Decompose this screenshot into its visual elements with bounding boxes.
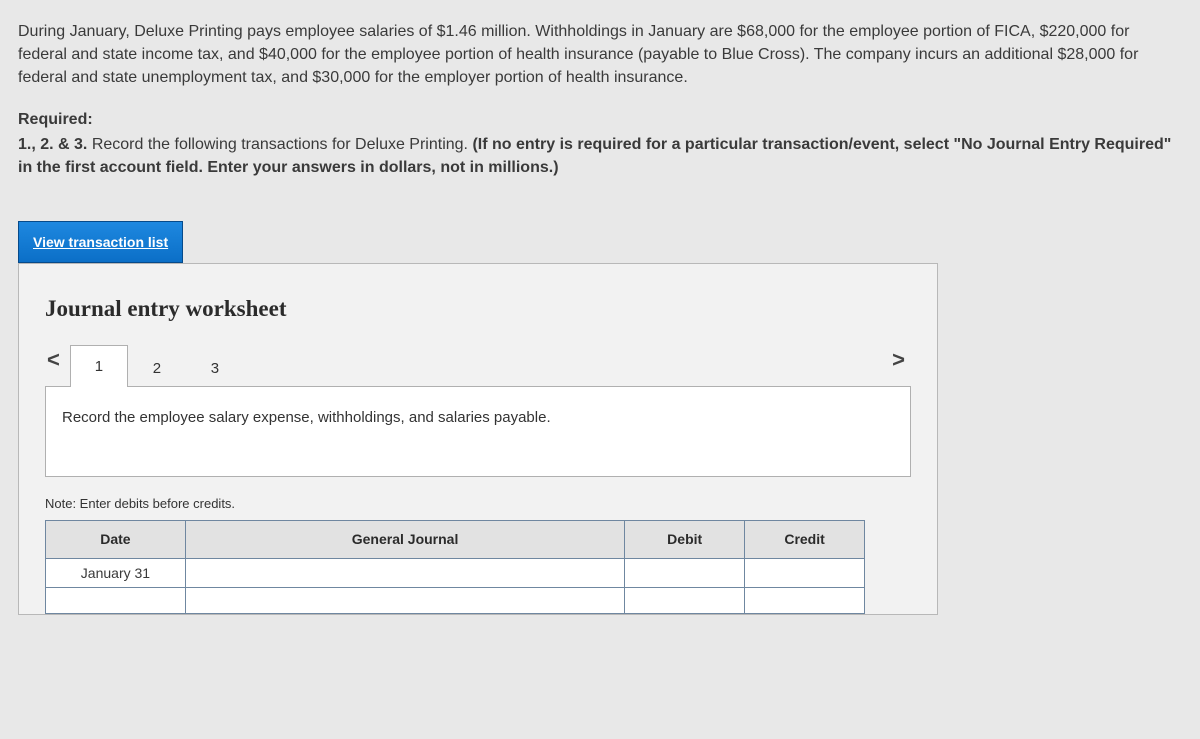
cell-credit[interactable] (745, 558, 865, 587)
required-plain: Record the following transactions for De… (92, 136, 473, 153)
col-header-credit: Credit (745, 521, 865, 558)
cell-date[interactable] (46, 587, 186, 613)
tab-1[interactable]: 1 (70, 345, 128, 387)
tab-row: < 1 2 3 > (45, 344, 911, 386)
prev-entry-arrow[interactable]: < (45, 344, 70, 386)
col-header-date: Date (46, 521, 186, 558)
next-entry-arrow[interactable]: > (882, 344, 911, 386)
required-lead: 1., 2. & 3. (18, 136, 92, 153)
col-header-debit: Debit (625, 521, 745, 558)
tabs: 1 2 3 (70, 345, 244, 386)
col-header-general-journal: General Journal (185, 521, 624, 558)
entry-instruction: Record the employee salary expense, with… (45, 386, 911, 478)
view-transaction-list-button[interactable]: View transaction list (18, 221, 183, 263)
cell-debit[interactable] (625, 587, 745, 613)
problem-paragraph: During January, Deluxe Printing pays emp… (18, 20, 1182, 90)
debits-before-credits-note: Note: Enter debits before credits. (45, 495, 911, 514)
tab-2[interactable]: 2 (128, 352, 186, 386)
cell-debit[interactable] (625, 558, 745, 587)
table-header-row: Date General Journal Debit Credit (46, 521, 865, 558)
cell-credit[interactable] (745, 587, 865, 613)
required-text: 1., 2. & 3. Record the following transac… (18, 133, 1182, 179)
table-row (46, 587, 865, 613)
cell-account[interactable] (185, 558, 624, 587)
worksheet-title: Journal entry worksheet (45, 292, 911, 325)
required-label: Required: (18, 108, 1182, 131)
tab-3[interactable]: 3 (186, 352, 244, 386)
journal-entry-worksheet: Journal entry worksheet < 1 2 3 > Record… (18, 263, 938, 614)
table-row: January 31 (46, 558, 865, 587)
required-block: Required: 1., 2. & 3. Record the followi… (18, 108, 1182, 180)
journal-entry-table: Date General Journal Debit Credit Januar… (45, 520, 865, 614)
cell-date[interactable]: January 31 (46, 558, 186, 587)
cell-account[interactable] (185, 587, 624, 613)
